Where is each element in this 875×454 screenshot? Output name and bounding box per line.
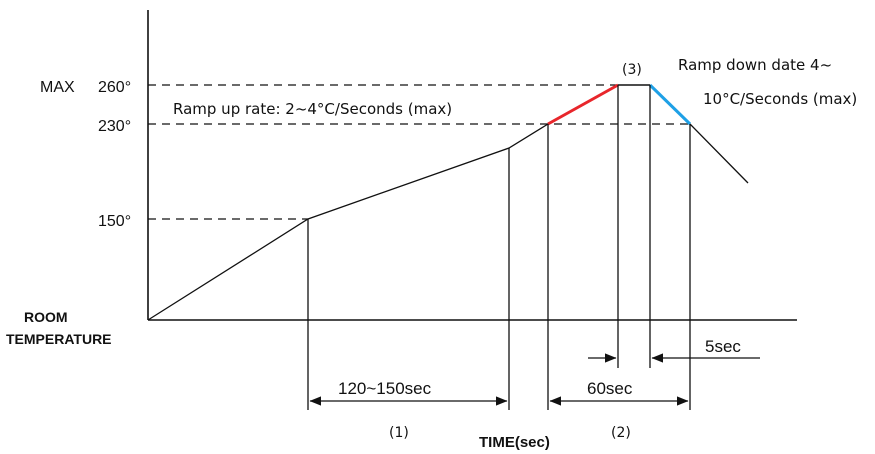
temp-150-label: 150° bbox=[98, 213, 131, 230]
profile-curve bbox=[147, 123, 549, 321]
temp-230-label: 230° bbox=[98, 118, 131, 135]
room-temp-label-line1: ROOM bbox=[24, 309, 68, 325]
peak-duration-label: 5sec bbox=[705, 337, 741, 356]
cooling-segment bbox=[689, 123, 749, 184]
zone-3-label: (3) bbox=[622, 62, 642, 78]
ramp-up-note: Ramp up rate: 2~4°C/Seconds (max) bbox=[173, 100, 452, 118]
max-label: MAX bbox=[40, 79, 75, 96]
ramp-down-note-line2: 10°C/Seconds (max) bbox=[703, 90, 857, 108]
ramp-up-segment bbox=[547, 83, 619, 126]
ramp-down-note-line1: Ramp down date 4~ bbox=[678, 56, 832, 74]
ramp-down-segment bbox=[648, 83, 692, 126]
room-temp-label-line2: TEMPERATURE bbox=[6, 331, 112, 347]
zone-2-label: (2) bbox=[611, 425, 631, 441]
reflow-duration-label: 60sec bbox=[587, 379, 633, 398]
x-axis-label: TIME(sec) bbox=[479, 434, 550, 451]
temp-260-label: 260° bbox=[98, 79, 131, 96]
zone-1-label: (1) bbox=[389, 425, 409, 441]
preheat-duration-label: 120~150sec bbox=[338, 379, 432, 398]
